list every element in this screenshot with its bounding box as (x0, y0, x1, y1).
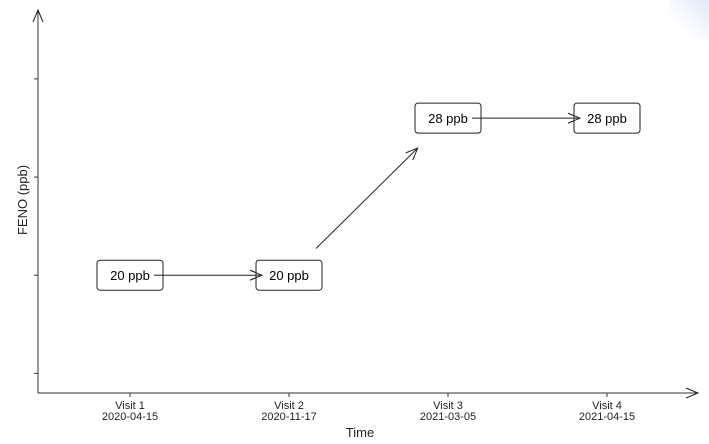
x-tick-label-visit: Visit 2 (274, 400, 304, 412)
y-axis-label: FENO (ppb) (15, 165, 30, 235)
data-point: 28 ppb (414, 102, 482, 134)
corner-decoration (669, 0, 709, 40)
x-axis-label: Time (346, 425, 374, 440)
axes (38, 10, 698, 393)
data-label: 28 ppb (428, 111, 468, 126)
data-label: 20 ppb (269, 268, 309, 283)
x-tick-label-date: 2020-11-17 (261, 411, 316, 423)
data-point: 28 ppb (573, 102, 641, 134)
x-tick-label-date: 2020-04-15 (102, 411, 158, 423)
data-point: 20 ppb (255, 259, 323, 291)
data-points: 20 ppb 20 ppb 28 ppb 28 ppb (96, 102, 641, 291)
data-label: 28 ppb (587, 111, 627, 126)
x-tick-label-date: 2021-03-05 (420, 411, 476, 423)
y-axis-ticks (34, 78, 38, 374)
data-point: 20 ppb (96, 259, 164, 291)
x-tick-label-visit: Visit 3 (433, 400, 463, 412)
x-tick-label-visit: Visit 4 (592, 400, 622, 412)
x-tick-label-visit: Visit 1 (115, 400, 145, 412)
x-tick-label-date: 2021-04-15 (579, 411, 635, 423)
series-connectors (154, 118, 580, 275)
data-label: 20 ppb (110, 268, 150, 283)
series-arrow (315, 148, 418, 249)
